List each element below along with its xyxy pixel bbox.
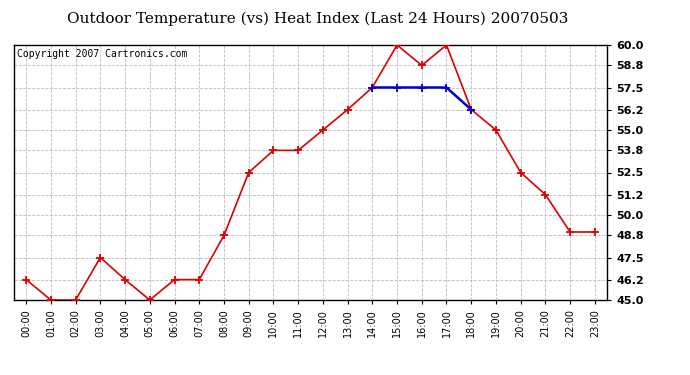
Text: Copyright 2007 Cartronics.com: Copyright 2007 Cartronics.com [17, 49, 187, 59]
Text: Outdoor Temperature (vs) Heat Index (Last 24 Hours) 20070503: Outdoor Temperature (vs) Heat Index (Las… [67, 11, 568, 26]
